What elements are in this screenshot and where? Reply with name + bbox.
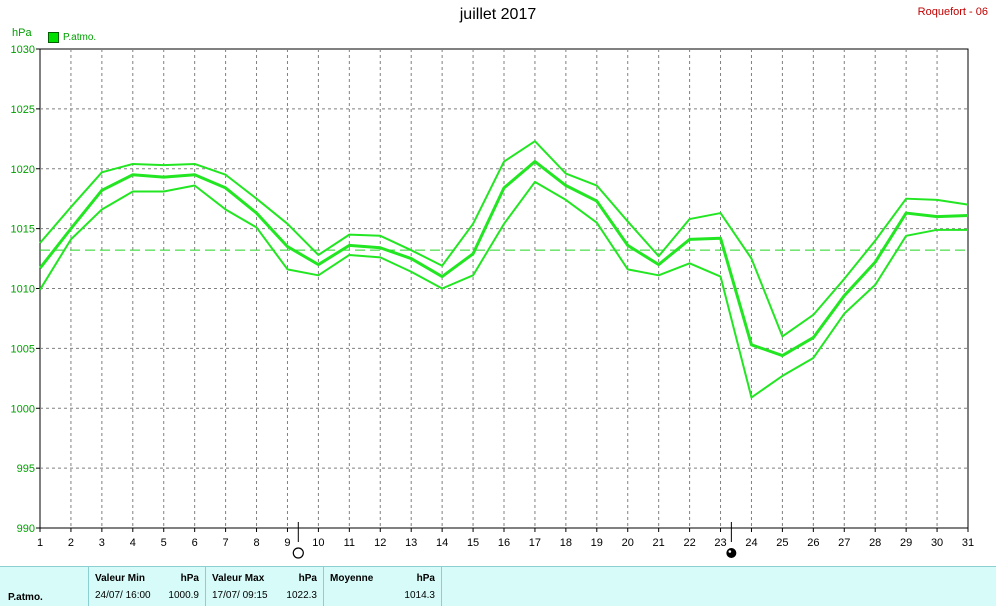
x-tick-label: 9 <box>284 537 290 549</box>
summary-row-label: P.atmo. <box>8 592 43 603</box>
x-tick-label: 12 <box>374 537 386 549</box>
max-cell: Valeur Max hPa 17/07/ 09:15 1022.3 <box>205 567 323 606</box>
legend-label: P.atmo. <box>63 32 97 43</box>
station-name: Roquefort - 06 <box>917 6 988 18</box>
x-tick-label: 15 <box>467 537 479 549</box>
x-tick-label: 30 <box>931 537 943 549</box>
max-title: Valeur Max <box>212 573 265 584</box>
x-tick-label: 7 <box>223 537 229 549</box>
mean-value: 1014.3 <box>404 590 435 601</box>
max-value: 1022.3 <box>286 590 317 601</box>
x-tick-label: 1 <box>37 537 43 549</box>
y-tick-label: 990 <box>17 523 35 535</box>
summary-panel: P.atmo. Valeur Min hPa 24/07/ 16:00 1000… <box>0 566 996 606</box>
x-tick-label: 26 <box>807 537 819 549</box>
new-moon-icon <box>292 547 304 559</box>
x-tick-label: 6 <box>192 537 198 549</box>
full-moon-icon <box>726 548 737 558</box>
series-line-min <box>39 180 968 399</box>
x-tick-label: 16 <box>498 537 510 549</box>
mean-title: Moyenne <box>330 573 374 584</box>
y-tick-label: 1025 <box>11 104 35 116</box>
min-date: 24/07/ 16:00 <box>95 590 151 601</box>
series-line-max <box>39 140 969 338</box>
x-tick-label: 20 <box>622 537 634 549</box>
x-tick-label: 22 <box>683 537 695 549</box>
x-tick-label: 3 <box>99 537 105 549</box>
x-tick-label: 2 <box>68 537 74 549</box>
x-tick-label: 29 <box>900 537 912 549</box>
y-tick-label: 1030 <box>11 44 35 56</box>
min-value: 1000.9 <box>168 590 199 601</box>
x-tick-label: 18 <box>560 537 572 549</box>
mean-unit: hPa <box>416 573 435 584</box>
max-date: 17/07/ 09:15 <box>212 590 268 601</box>
chart-title: juillet 2017 <box>459 6 537 23</box>
min-cell: Valeur Min hPa 24/07/ 16:00 1000.9 <box>88 567 205 606</box>
full-moon-highlight <box>728 550 732 553</box>
x-tick-label: 19 <box>591 537 603 549</box>
y-tick-label: 1020 <box>11 164 35 176</box>
y-tick-label: 1015 <box>11 224 35 236</box>
legend: P.atmo. <box>48 32 96 43</box>
x-tick-label: 27 <box>838 537 850 549</box>
legend-swatch <box>48 32 59 43</box>
x-tick-label: 5 <box>161 537 167 549</box>
x-tick-label: 21 <box>653 537 665 549</box>
max-unit: hPa <box>298 573 317 584</box>
min-unit: hPa <box>180 573 199 584</box>
x-tick-label: 24 <box>745 537 757 549</box>
x-tick-label: 25 <box>776 537 788 549</box>
y-tick-label: 995 <box>17 463 35 475</box>
x-tick-label: 23 <box>714 537 726 549</box>
x-tick-label: 31 <box>962 537 974 549</box>
x-tick-label: 10 <box>312 537 324 549</box>
x-tick-label: 11 <box>344 537 355 549</box>
y-tick-label: 1000 <box>11 403 35 415</box>
x-tick-label: 4 <box>130 537 136 549</box>
x-tick-label: 8 <box>253 537 259 549</box>
y-tick-label: 1010 <box>11 284 35 296</box>
min-title: Valeur Min <box>95 573 146 584</box>
x-tick-label: 28 <box>869 537 881 549</box>
series-line-mean <box>38 160 969 358</box>
y-axis-unit: hPa <box>12 27 32 39</box>
x-tick-label: 17 <box>529 537 541 549</box>
mean-cell: Moyenne hPa 1014.3 <box>323 567 442 606</box>
y-tick-label: 1005 <box>11 343 35 355</box>
x-tick-label: 13 <box>405 537 417 549</box>
x-tick-label: 14 <box>436 537 448 549</box>
